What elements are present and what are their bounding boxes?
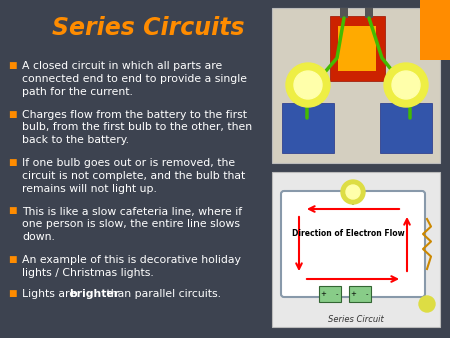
Text: +: +: [350, 291, 356, 297]
Text: Charges flow from the battery to the first
bulb, from the first bulb to the othe: Charges flow from the battery to the fir…: [22, 110, 252, 145]
Bar: [319, 286, 341, 302]
Bar: [338, 26, 376, 71]
Bar: [349, 286, 371, 302]
Text: If one bulb goes out or is removed, the
circuit is not complete, and the bulb th: If one bulb goes out or is removed, the …: [22, 158, 245, 194]
Text: -: -: [366, 291, 368, 297]
Bar: [420, 0, 450, 60]
Bar: [340, 8, 348, 18]
Circle shape: [419, 296, 435, 312]
Circle shape: [346, 185, 360, 199]
Text: than parallel circuits.: than parallel circuits.: [103, 289, 221, 299]
Text: Series Circuit: Series Circuit: [328, 314, 384, 323]
Bar: [272, 172, 440, 327]
Text: ■: ■: [8, 110, 17, 119]
Text: +: +: [320, 291, 326, 297]
Bar: [330, 16, 385, 81]
FancyBboxPatch shape: [281, 191, 425, 297]
Circle shape: [384, 63, 428, 107]
Circle shape: [392, 71, 420, 99]
Text: Lights are: Lights are: [22, 289, 80, 299]
Bar: [272, 8, 440, 163]
Text: This is like a slow cafeteria line, where if
one person is slow, the entire line: This is like a slow cafeteria line, wher…: [22, 207, 242, 242]
Text: ■: ■: [8, 61, 17, 70]
Text: ■: ■: [8, 158, 17, 167]
Bar: [282, 103, 334, 153]
Circle shape: [294, 71, 322, 99]
Circle shape: [341, 180, 365, 204]
Text: ■: ■: [8, 289, 17, 298]
Text: -: -: [336, 291, 338, 297]
Text: ■: ■: [8, 207, 17, 216]
Circle shape: [286, 63, 330, 107]
Text: ■: ■: [8, 255, 17, 264]
Text: An example of this is decorative holiday
lights / Christmas lights.: An example of this is decorative holiday…: [22, 255, 241, 278]
Text: Series Circuits: Series Circuits: [52, 16, 245, 40]
Text: Direction of Electron Flow: Direction of Electron Flow: [292, 230, 404, 239]
Bar: [365, 8, 373, 18]
Text: brighter: brighter: [69, 289, 119, 299]
Text: A closed circuit in which all parts are
connected end to end to provide a single: A closed circuit in which all parts are …: [22, 61, 247, 97]
Bar: [380, 103, 432, 153]
